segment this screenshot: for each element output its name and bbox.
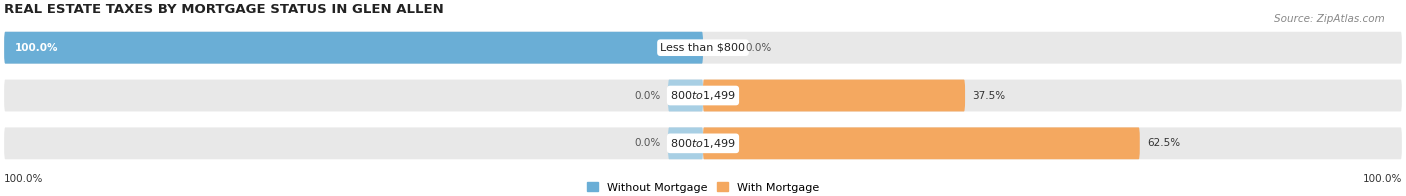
Text: 37.5%: 37.5% (972, 91, 1005, 101)
Text: 100.0%: 100.0% (14, 43, 58, 53)
Legend: Without Mortgage, With Mortgage: Without Mortgage, With Mortgage (588, 182, 818, 192)
FancyBboxPatch shape (668, 127, 703, 159)
Text: 0.0%: 0.0% (636, 91, 661, 101)
Text: 100.0%: 100.0% (1362, 174, 1402, 184)
Text: Source: ZipAtlas.com: Source: ZipAtlas.com (1274, 14, 1385, 24)
Text: REAL ESTATE TAXES BY MORTGAGE STATUS IN GLEN ALLEN: REAL ESTATE TAXES BY MORTGAGE STATUS IN … (4, 4, 444, 16)
FancyBboxPatch shape (4, 32, 1402, 64)
FancyBboxPatch shape (703, 127, 1140, 159)
Text: $800 to $1,499: $800 to $1,499 (671, 89, 735, 102)
Text: 0.0%: 0.0% (636, 138, 661, 148)
FancyBboxPatch shape (4, 32, 703, 64)
FancyBboxPatch shape (703, 80, 965, 112)
Text: 62.5%: 62.5% (1147, 138, 1180, 148)
FancyBboxPatch shape (4, 127, 1402, 159)
Text: Less than $800: Less than $800 (661, 43, 745, 53)
FancyBboxPatch shape (668, 80, 703, 112)
FancyBboxPatch shape (4, 80, 1402, 112)
Text: 100.0%: 100.0% (4, 174, 44, 184)
Text: $800 to $1,499: $800 to $1,499 (671, 137, 735, 150)
Text: 0.0%: 0.0% (745, 43, 770, 53)
